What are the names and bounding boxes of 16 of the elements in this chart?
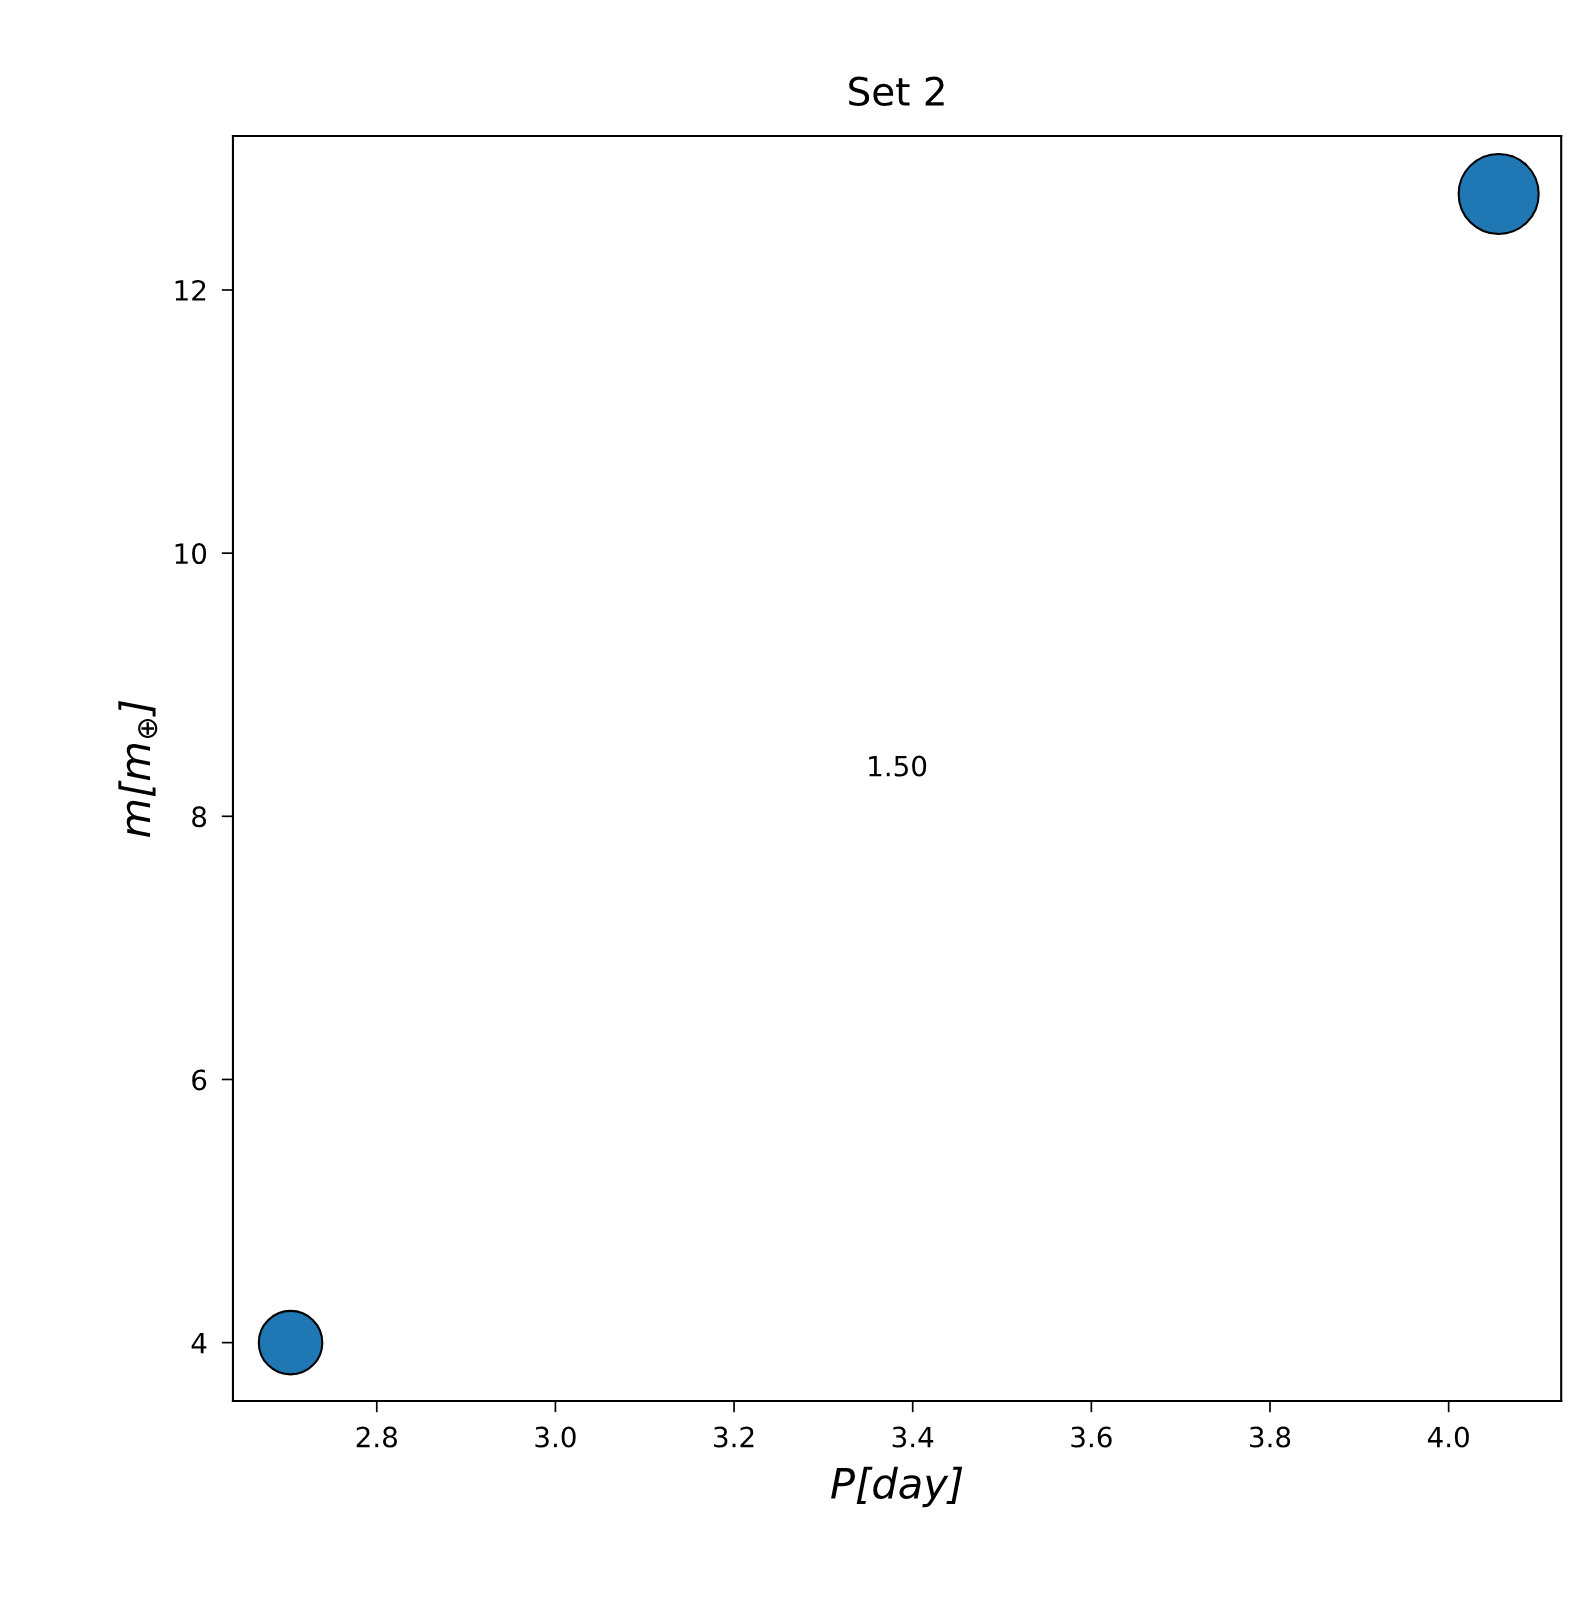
x-tick-label: 2.8 <box>356 1426 397 1448</box>
x-tick-label: 3.8 <box>1250 1426 1291 1448</box>
chart-title: Set 2 <box>849 76 944 107</box>
annotation: 1.50 <box>869 755 927 777</box>
x-tick-label: 3.6 <box>1071 1426 1112 1448</box>
x-tick-label: 3.2 <box>714 1426 754 1448</box>
x-tick-label: 3.4 <box>892 1426 934 1448</box>
y-tick-label: 6 <box>192 1069 207 1091</box>
x-axis-title: P[day] <box>831 1466 963 1508</box>
y-tick-label: 12 <box>175 279 206 301</box>
x-tick-label: 4.0 <box>1427 1426 1469 1448</box>
y-tick-label: 8 <box>192 806 207 828</box>
y-tick-label: 10 <box>175 543 207 565</box>
x-tick-label: 3.0 <box>535 1426 576 1448</box>
y-axis-title: m[m$_{⊕}$] <box>118 700 158 838</box>
y-tick-label: 4 <box>191 1332 207 1354</box>
